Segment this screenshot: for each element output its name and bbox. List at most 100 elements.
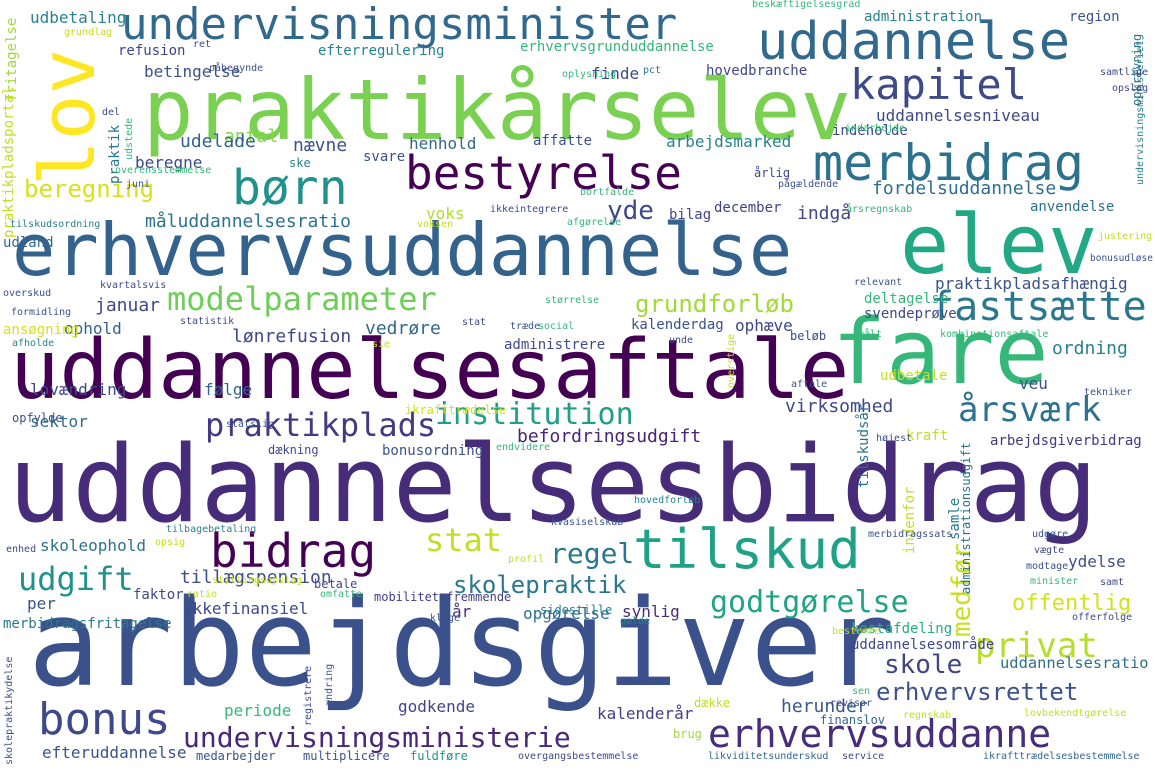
- word: deltagelse: [864, 291, 949, 307]
- word: indarbejde: [845, 123, 906, 134]
- word: profil: [508, 554, 545, 565]
- word: grundlag: [64, 27, 113, 38]
- word: fuldføre: [410, 749, 468, 763]
- word: tilskud: [633, 518, 861, 581]
- word: administrere: [504, 337, 606, 353]
- word: størrelse: [545, 295, 600, 306]
- word: påbegynde: [209, 63, 264, 74]
- word: udstede: [124, 117, 135, 160]
- word: endvidere: [496, 442, 551, 453]
- word: efterregulering: [318, 43, 445, 59]
- word: uddannelsesområde: [851, 637, 995, 653]
- word: udgøre: [1032, 529, 1069, 540]
- word: afholde: [12, 338, 55, 349]
- word: yde: [607, 196, 654, 226]
- word: ratio: [187, 589, 218, 600]
- word: erhvervsuddannelse: [12, 208, 793, 292]
- word: klage: [430, 613, 461, 624]
- word: uddannelsesbidrag: [8, 423, 1098, 547]
- word: sidestille: [540, 603, 613, 617]
- word: ske: [289, 156, 311, 170]
- word: januar: [95, 295, 161, 316]
- word: fastsætte: [930, 284, 1147, 330]
- word: uddannelsesratio: [1000, 654, 1149, 672]
- word: praktikpladsportal: [1, 86, 17, 238]
- word: beregning: [24, 175, 155, 203]
- word: del: [102, 107, 121, 118]
- word: herunder: [781, 696, 868, 717]
- word: afgørelse: [567, 217, 622, 228]
- word: periode: [224, 701, 292, 720]
- word: beskæftigelsesgrad: [752, 0, 861, 10]
- word: bonusudløse: [1090, 253, 1153, 264]
- word: dække: [694, 696, 731, 710]
- word: bilag: [669, 207, 712, 223]
- word: bortfalde: [580, 187, 635, 198]
- word: offentlig: [1012, 591, 1132, 616]
- word: juni: [126, 179, 151, 190]
- word: kvasiselskab: [551, 517, 624, 528]
- word: relevant: [854, 277, 903, 288]
- word: årsregnskab: [846, 204, 913, 215]
- word: følge: [204, 380, 253, 399]
- word: undervisningsminister: [121, 0, 678, 50]
- word: tilbagebetaling: [166, 524, 257, 535]
- word: medarbejder: [196, 749, 276, 763]
- word: godkende: [398, 697, 476, 716]
- word: fare: [832, 300, 1049, 405]
- word: undervisningsministerie: [183, 721, 571, 754]
- word: sektor: [30, 412, 88, 431]
- word: udbetale: [880, 368, 948, 384]
- word: faktor: [133, 587, 184, 603]
- word: dækning: [268, 443, 319, 457]
- word: indgå: [797, 203, 852, 224]
- word: fordelsuddannelse: [872, 178, 1057, 199]
- word: institution: [435, 397, 634, 432]
- word: erhvervsgrunduddannelse: [520, 39, 714, 55]
- word: praktikpladsafhængig: [935, 274, 1128, 293]
- word: kapitel: [850, 60, 1028, 109]
- word: vægte: [1034, 545, 1065, 556]
- word: bonusordning: [382, 443, 484, 459]
- word: merbidragsfritagelse: [3, 616, 172, 632]
- word: ændring: [324, 663, 335, 706]
- word: regel: [550, 537, 635, 570]
- word: ydelse: [1068, 552, 1126, 571]
- word: service: [842, 751, 885, 762]
- word: samt: [1100, 577, 1125, 588]
- word: virksomhed: [785, 396, 894, 417]
- word: år: [452, 602, 472, 621]
- word: multiplicere: [303, 749, 390, 763]
- word: voksen: [417, 219, 454, 230]
- word: efteruddannelse: [42, 743, 187, 762]
- word: ret: [193, 39, 212, 50]
- word: stillingsopslag: [212, 575, 303, 586]
- word: godtgørelse: [710, 585, 909, 620]
- word: opsig: [155, 537, 186, 548]
- word: lovændring: [30, 380, 127, 399]
- word: udbetaling: [30, 8, 127, 27]
- word: brug: [673, 727, 702, 741]
- word: hovedforløb: [634, 495, 701, 506]
- word: ikrafttrædelse: [405, 403, 507, 417]
- word: finanslov: [820, 713, 886, 727]
- word: kalenderår: [597, 704, 694, 723]
- word: regnskab: [903, 710, 952, 721]
- word: arbejdsmarked: [666, 132, 792, 151]
- word: praktikplads: [205, 406, 437, 444]
- word: årsværk: [958, 390, 1102, 430]
- word: svare: [363, 149, 406, 165]
- word: finde: [591, 64, 640, 83]
- word: hovedbranche: [706, 63, 808, 79]
- word: ophæve: [735, 316, 793, 335]
- word: social: [538, 321, 575, 332]
- word: modtage: [1026, 561, 1069, 572]
- word: antal: [224, 126, 279, 147]
- word: ophold: [64, 319, 122, 338]
- word: merbidragssats: [868, 529, 953, 540]
- word: vedrøre: [365, 318, 441, 339]
- word: erhvervsrettet: [876, 678, 1079, 706]
- word: mobilitetsfremmende: [374, 590, 512, 604]
- word: formidling: [11, 307, 72, 318]
- word: måluddannelsesratio: [145, 211, 351, 232]
